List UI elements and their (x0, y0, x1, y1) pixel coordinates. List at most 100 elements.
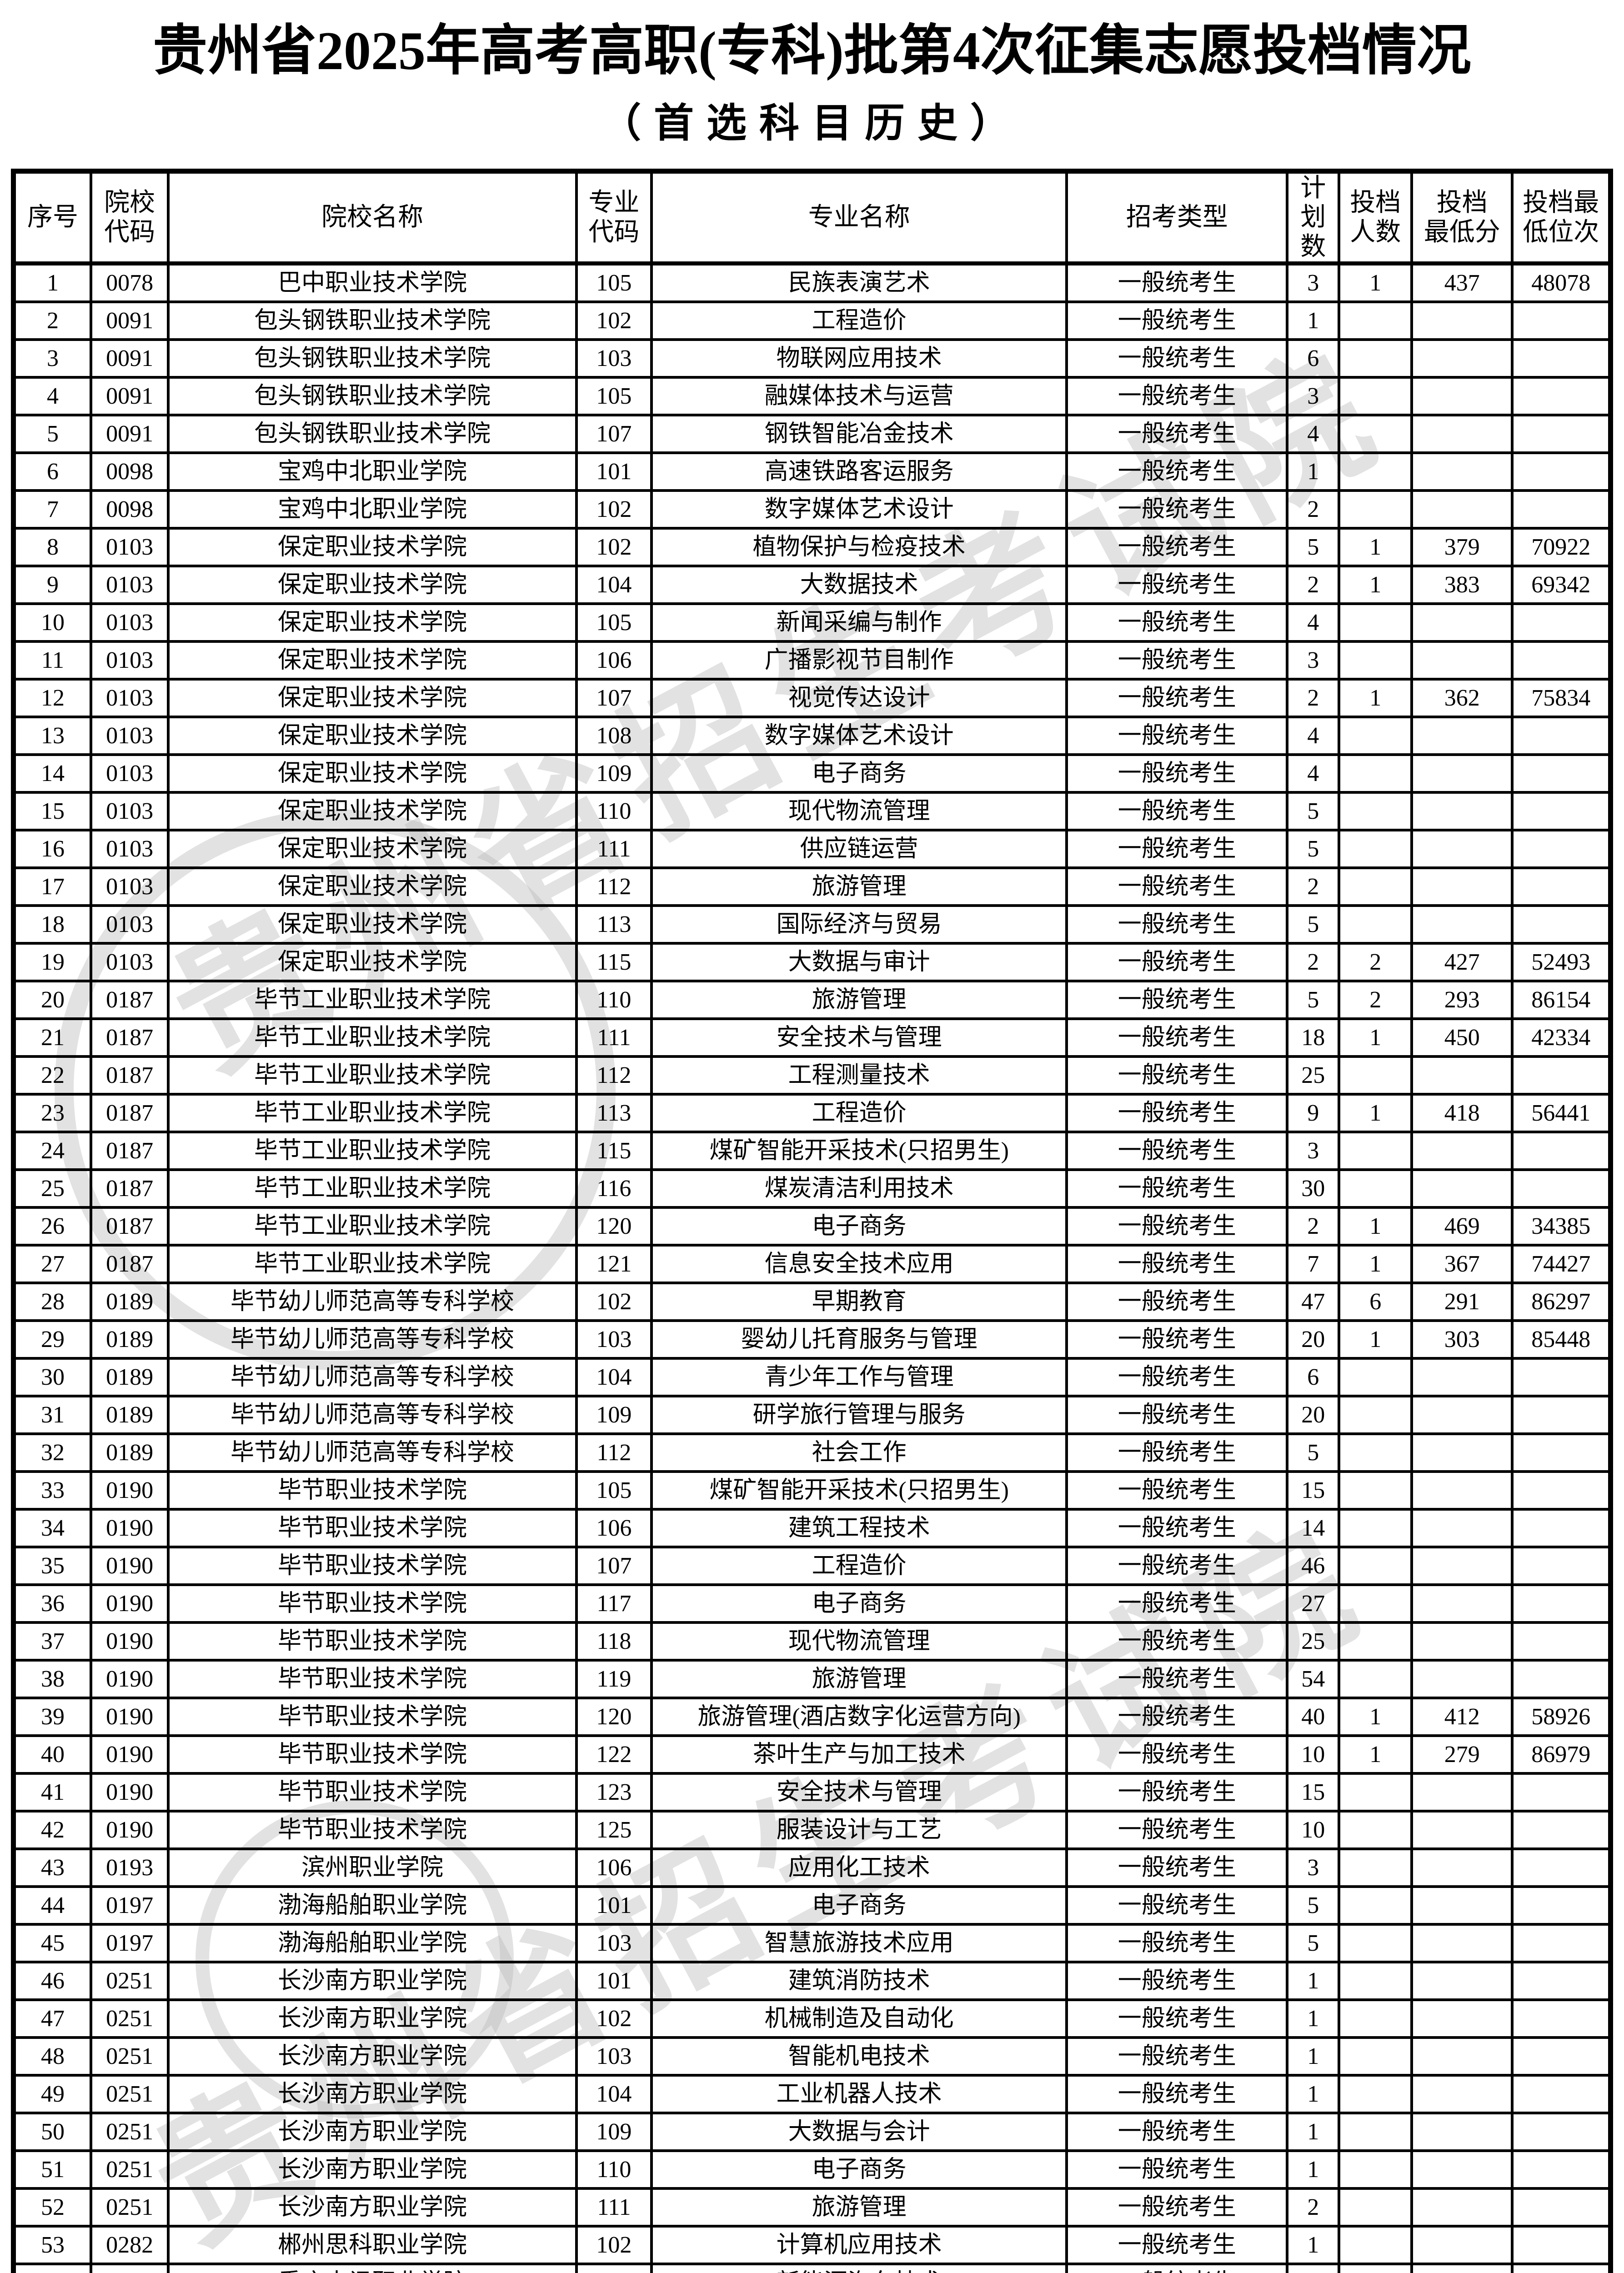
cell-college_name: 长沙南方职业学院 (167, 1998, 578, 2039)
cell-college_code: 0187 (89, 980, 170, 1021)
cell-seq: 53 (12, 2225, 92, 2266)
cell-college_name: 保定职业技术学院 (167, 829, 578, 870)
table-row: 21 0187 毕节工业职业技术学院 111 安全技术与管理 一般统考生 18 1 450 423… (12, 1017, 1612, 1058)
cell-college_code: 0190 (89, 1470, 170, 1511)
cell-min_score (1410, 1470, 1514, 1511)
table-row: 26 0187 毕节工业职业技术学院 120 电子商务 一般统考生 2 1 469 34385 (12, 1206, 1612, 1247)
cell-plan_count: 47 (1286, 1282, 1341, 1322)
cell-college_name: 长沙南方职业学院 (167, 2036, 578, 2077)
cell-college_code: 0103 (89, 640, 170, 681)
cell-college_name: 保定职业技术学院 (167, 640, 578, 681)
cell-college_code: 0251 (89, 2112, 170, 2153)
cell-major_code: 103 (575, 338, 653, 379)
cell-college_name: 宝鸡中北职业学院 (167, 489, 578, 530)
cell-seq: 18 (12, 904, 92, 945)
table-row: 18 0103 保定职业技术学院 113 国际经济与贸易 一般统考生 5 (12, 904, 1612, 945)
cell-college_code: 0190 (89, 1772, 170, 1813)
cell-college_code: 0251 (89, 2149, 170, 2190)
cell-major_name: 安全技术与管理 (650, 1772, 1068, 1813)
cell-major_name: 早期教育 (650, 1282, 1068, 1322)
cell-major_name: 研学旅行管理与服务 (650, 1395, 1068, 1436)
cell-major_name: 旅游管理 (650, 1659, 1068, 1700)
cell-college_code: 0187 (89, 1168, 170, 1209)
cell-exam_type: 一般统考生 (1065, 451, 1289, 492)
table-row: 14 0103 保定职业技术学院 109 电子商务 一般统考生 4 (12, 753, 1612, 794)
table-row: 2 0091 包头钢铁职业技术学院 102 工程造价 一般统考生 1 (12, 300, 1612, 341)
cell-plan_count: 2 (1286, 489, 1341, 530)
cell-college_code: 0190 (89, 1810, 170, 1851)
cell-min_rank (1511, 866, 1612, 907)
cell-min_rank (1511, 904, 1612, 945)
cell-plan_count: 15 (1286, 1772, 1341, 1813)
table-row: 10 0103 保定职业技术学院 105 新闻采编与制作 一般统考生 4 (12, 602, 1612, 643)
cell-min_score (1410, 1847, 1514, 1888)
cell-seq: 34 (12, 1508, 92, 1549)
cell-plan_count: 1 (1286, 2036, 1341, 2077)
cell-college_code: 0103 (89, 565, 170, 606)
cell-min_score (1410, 1621, 1514, 1662)
cell-min_score (1410, 1772, 1514, 1813)
cell-exam_type: 一般统考生 (1065, 1998, 1289, 2039)
cell-college_code: 0103 (89, 527, 170, 568)
cell-seq: 28 (12, 1282, 92, 1322)
cell-major_code: 119 (575, 1659, 653, 1700)
cell-min_score (1410, 1659, 1514, 1700)
cell-major_name: 茶叶生产与加工技术 (650, 1734, 1068, 1775)
cell-min_rank: 58926 (1511, 1697, 1612, 1737)
cell-major_code: 110 (575, 980, 653, 1021)
cell-min_score: 469 (1410, 1206, 1514, 1247)
cell-min_rank (1511, 376, 1612, 417)
cell-min_rank (1511, 1470, 1612, 1511)
cell-major_name: 建筑消防技术 (650, 1961, 1068, 2002)
cell-filed_count (1338, 866, 1413, 907)
cell-major_name: 信息安全技术应用 (650, 1244, 1068, 1285)
cell-major_code: 109 (575, 753, 653, 794)
cell-min_score: 367 (1410, 1244, 1514, 1285)
cell-plan_count: 7 (1286, 1244, 1341, 1285)
cell-major_name: 现代物流管理 (650, 1621, 1068, 1662)
cell-min_score (1410, 2074, 1514, 2115)
cell-major_code: 102 (575, 1282, 653, 1322)
cell-college_code: 0251 (89, 2074, 170, 2115)
cell-college_name: 长沙南方职业学院 (167, 2149, 578, 2190)
cell-seq: 32 (12, 1432, 92, 1473)
cell-college_code: 0187 (89, 1093, 170, 1134)
cell-plan_count: 30 (1286, 1168, 1341, 1209)
table-row: 33 0190 毕节职业技术学院 105 煤矿智能开采技术(只招男生) 一般统考生 15 (12, 1470, 1612, 1511)
cell-major_code: 118 (575, 1621, 653, 1662)
col-header-min_score: 投档 最低分 (1410, 170, 1514, 266)
cell-seq: 44 (12, 1885, 92, 1926)
cell-major_name: 煤矿智能开采技术(只招男生) (650, 1131, 1068, 1172)
cell-filed_count (1338, 1508, 1413, 1549)
table-row: 27 0187 毕节工业职业技术学院 121 信息安全技术应用 一般统考生 7 1 367 744… (12, 1244, 1612, 1285)
cell-filed_count (1338, 2225, 1413, 2266)
cell-college_code: 0189 (89, 1319, 170, 1360)
cell-exam_type: 一般统考生 (1065, 527, 1289, 568)
cell-min_rank (1511, 2149, 1612, 2190)
cell-college_code: 0190 (89, 1621, 170, 1662)
cell-plan_count: 27 (1286, 1583, 1341, 1624)
cell-plan_count: 3 (1286, 1847, 1341, 1888)
cell-major_name: 大数据技术 (650, 565, 1068, 606)
cell-exam_type: 一般统考生 (1065, 1923, 1289, 1964)
cell-min_score (1410, 753, 1514, 794)
cell-min_score (1410, 1546, 1514, 1587)
cell-major_code: 120 (575, 1697, 653, 1737)
cell-college_code: 0091 (89, 414, 170, 455)
cell-major_code: 113 (575, 1093, 653, 1134)
cell-plan_count: 2 (1286, 1206, 1341, 1247)
cell-plan_count: 3 (1286, 262, 1341, 304)
cell-exam_type: 一般统考生 (1065, 489, 1289, 530)
cell-exam_type: 一般统考生 (1065, 829, 1289, 870)
cell-min_score (1410, 1923, 1514, 1964)
cell-major_name: 电子商务 (650, 2149, 1068, 2190)
cell-plan_count: 25 (1286, 1055, 1341, 1096)
cell-college_code: 0189 (89, 1395, 170, 1436)
cell-college_name: 毕节职业技术学院 (167, 1734, 578, 1775)
cell-seq: 36 (12, 1583, 92, 1624)
cell-exam_type: 一般统考生 (1065, 300, 1289, 341)
cell-filed_count (1338, 640, 1413, 681)
table-row: 36 0190 毕节职业技术学院 117 电子商务 一般统考生 27 (12, 1583, 1612, 1624)
cell-filed_count (1338, 1923, 1413, 1964)
cell-filed_count (1338, 1131, 1413, 1172)
